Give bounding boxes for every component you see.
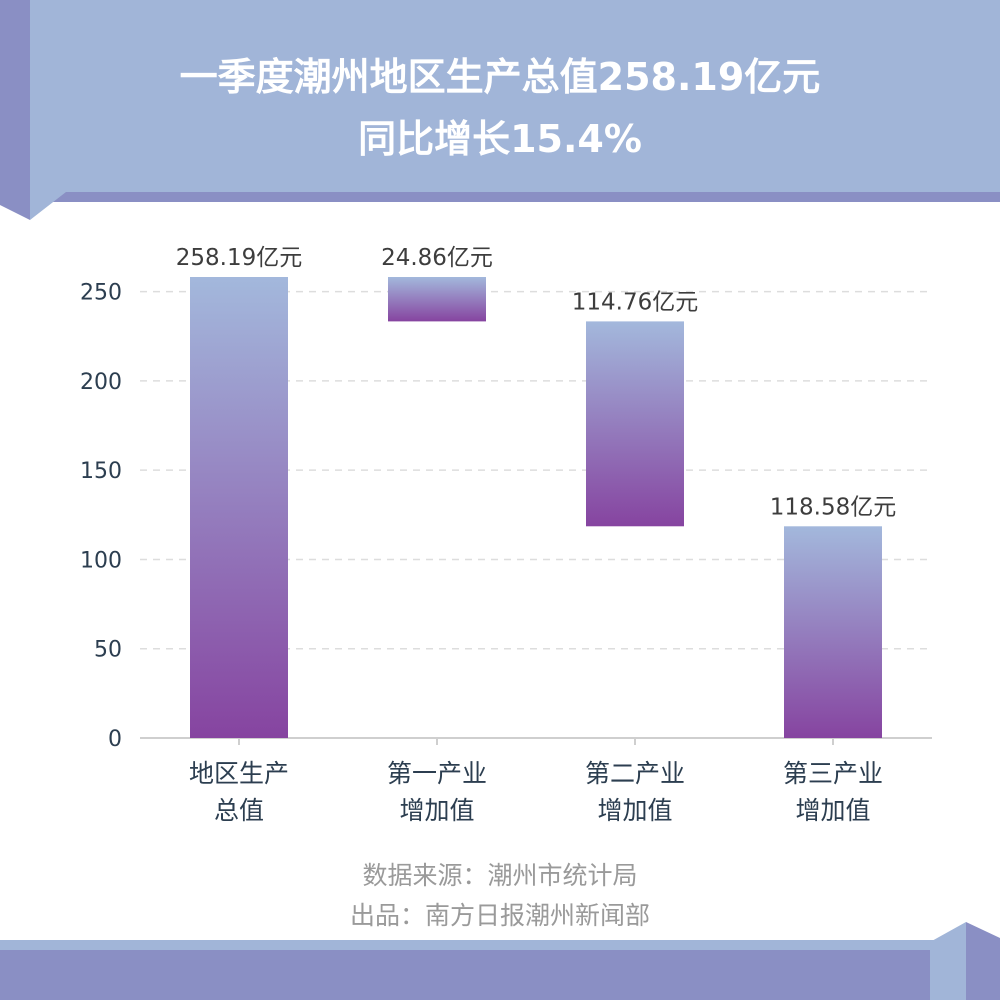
x-tick-label: 总值 <box>214 796 264 825</box>
y-tick-label: 150 <box>80 459 122 484</box>
x-tick-label: 增加值 <box>795 796 870 825</box>
x-tick-label: 第一产业 <box>387 759 487 788</box>
data-source: 数据来源：潮州市统计局 <box>362 861 638 890</box>
right-ribbon-decoration <box>930 922 1000 1000</box>
bar <box>388 277 486 322</box>
x-tick-label: 第二产业 <box>585 759 685 788</box>
left-ribbon-decoration <box>0 0 66 220</box>
bar <box>784 526 882 739</box>
y-tick-label: 100 <box>80 548 122 573</box>
title-line-2: 同比增长15.4% <box>358 117 642 161</box>
x-tick-label: 第三产业 <box>783 759 883 788</box>
y-tick-label: 200 <box>80 370 122 395</box>
title-line-1: 一季度潮州地区生产总值258.19亿元 <box>179 55 821 99</box>
x-tick-label: 增加值 <box>399 796 474 825</box>
banner-stripe <box>0 192 1000 202</box>
chart-title: 一季度潮州地区生产总值258.19亿元 同比增长15.4% <box>66 46 934 170</box>
bar-data-label: 114.76亿元 <box>572 289 698 315</box>
bar-data-label: 24.86亿元 <box>381 245 493 271</box>
bar-data-label: 118.58亿元 <box>770 494 896 520</box>
x-tick-label: 地区生产 <box>189 759 289 788</box>
x-tick-label: 增加值 <box>597 796 672 825</box>
footer-bar <box>0 950 1000 1000</box>
y-tick-label: 250 <box>80 281 122 306</box>
title-banner <box>0 0 1000 192</box>
bar-data-label: 258.19亿元 <box>176 245 302 271</box>
bar <box>190 277 288 738</box>
publisher-credit: 出品：南方日报潮州新闻部 <box>349 901 650 930</box>
bar <box>586 321 684 527</box>
footer-stripe <box>0 940 1000 950</box>
y-tick-label: 0 <box>108 727 122 752</box>
y-tick-label: 50 <box>94 638 122 663</box>
